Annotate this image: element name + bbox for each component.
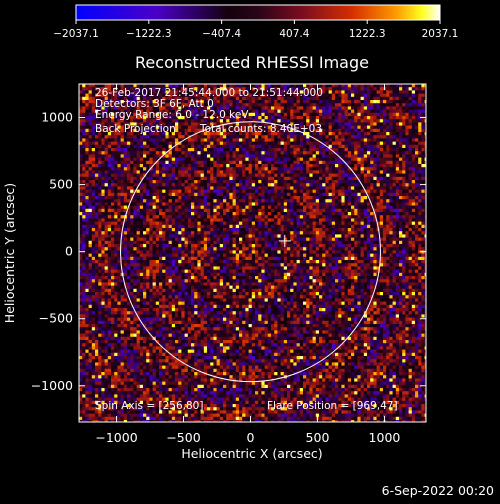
- colorbar-ticks: −2037.1 −1222.3 −407.4 407.4 1222.3 2037.1: [53, 20, 458, 40]
- x-tick-label: 0: [247, 430, 255, 445]
- y-tick-label: 500: [49, 177, 73, 192]
- flare-position-label: Flare Position = [969,47]: [267, 400, 398, 412]
- plot-title: Reconstructed RHESSI Image: [135, 53, 369, 72]
- x-tick-label: −1000: [95, 430, 137, 445]
- y-tick-label: 0: [65, 244, 73, 259]
- y-axis-label: Heliocentric Y (arcsec): [2, 183, 17, 323]
- x-tick-label: −500: [166, 430, 200, 445]
- annotation-method: Back Projection: [95, 123, 176, 135]
- colorbar-tick-label: −2037.1: [53, 28, 99, 40]
- annotation-total-counts: Total counts: 8.40E+03: [199, 123, 322, 135]
- colorbar-tick-label: −1222.3: [126, 28, 172, 40]
- spin-axis-label: Spin Axis = [256,80]: [95, 400, 203, 412]
- colorbar-tick-label: −407.4: [202, 28, 241, 40]
- colorbar-tick-label: 407.4: [279, 28, 309, 40]
- colorbar-tick-label: 2037.1: [422, 28, 459, 40]
- y-tick-label: −1000: [31, 378, 73, 393]
- colorbar: [76, 5, 440, 20]
- annotation-energy-range: Energy Range: 6.0 - 12.0 keV: [95, 109, 249, 121]
- x-axis-label: Heliocentric X (arcsec): [181, 446, 322, 461]
- colorbar-tick-label: 1222.3: [349, 28, 386, 40]
- y-tick-label: −500: [39, 311, 73, 326]
- x-tick-label: 1000: [369, 430, 401, 445]
- x-tick-label: 500: [306, 430, 330, 445]
- footer-timestamp: 6-Sep-2022 00:20: [382, 483, 494, 498]
- y-tick-label: 1000: [41, 110, 73, 125]
